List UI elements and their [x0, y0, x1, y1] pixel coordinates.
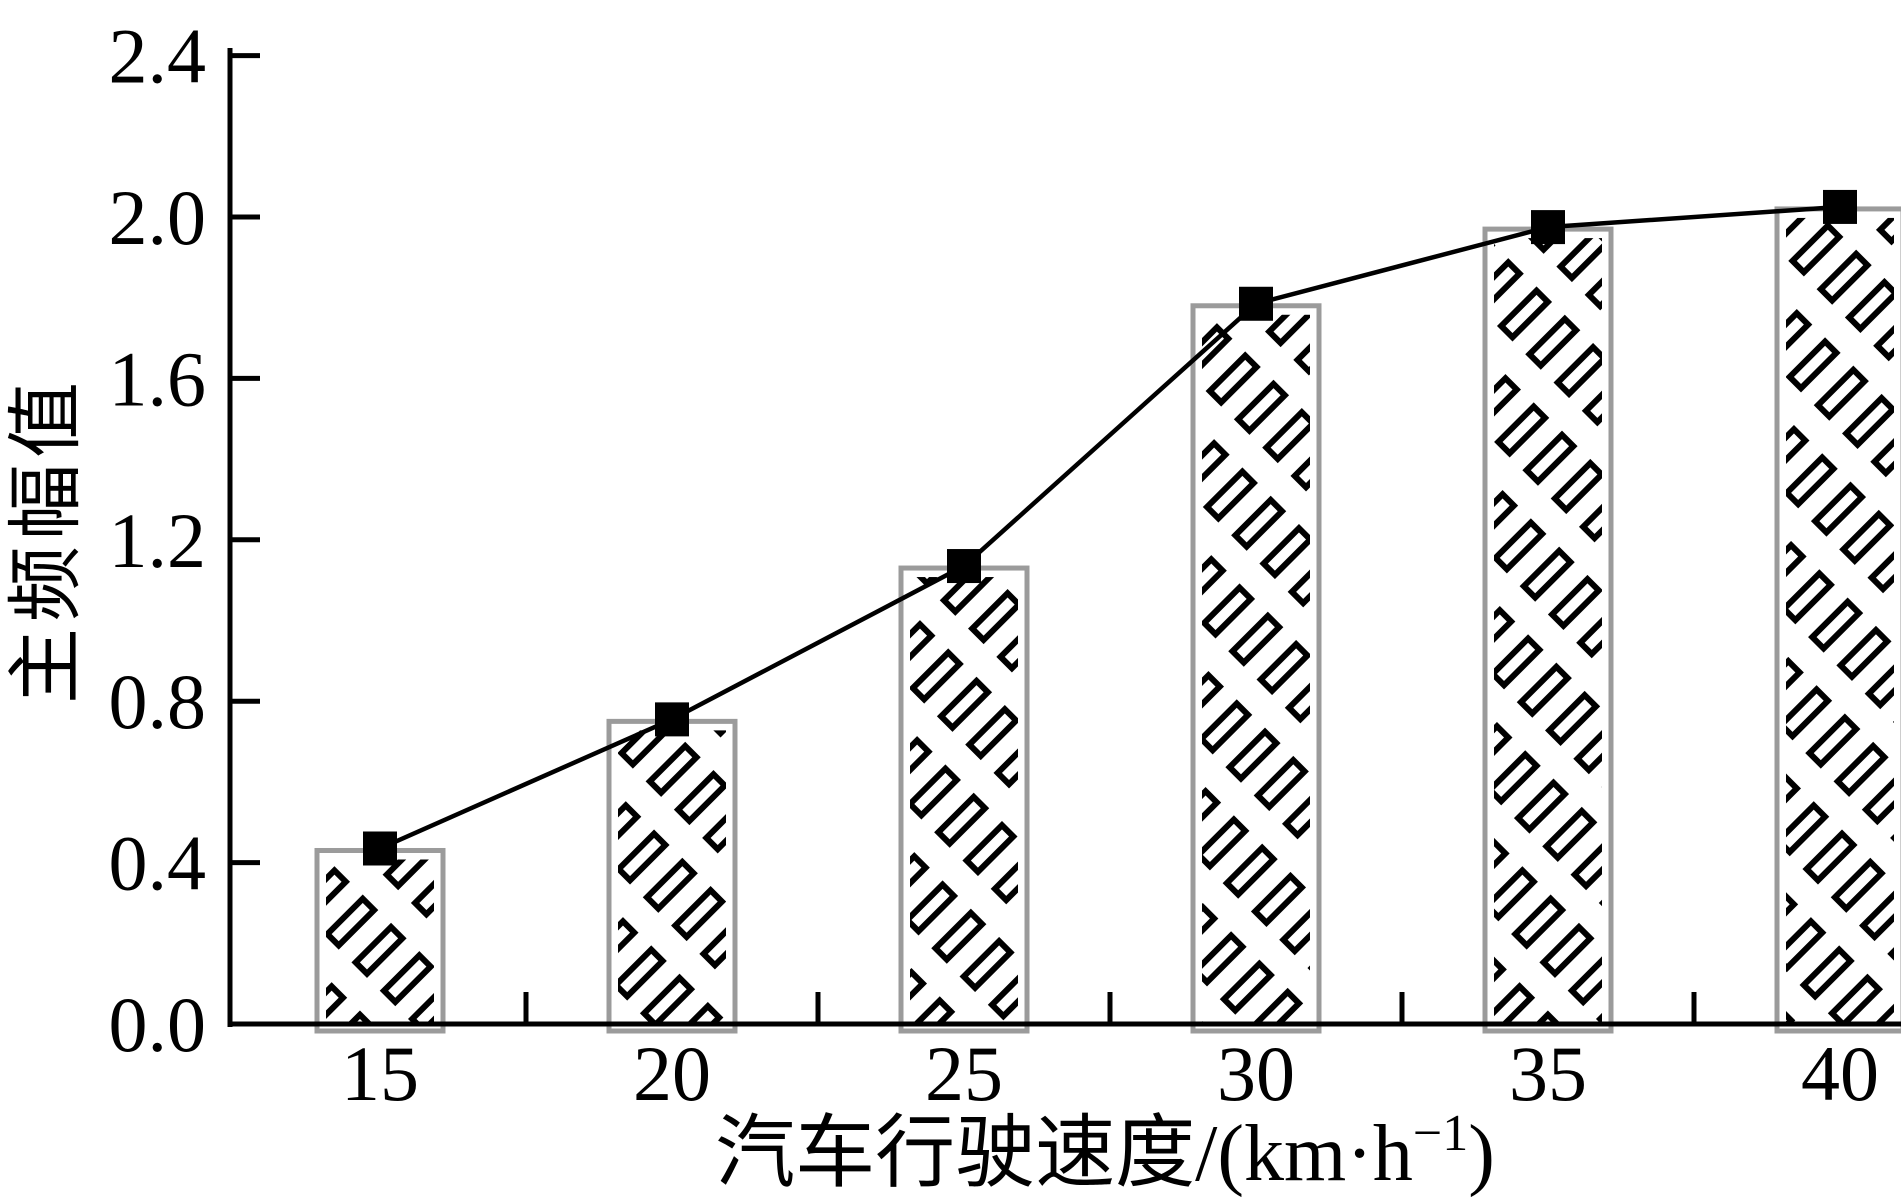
x-axis-title: 汽车行驶速度/(km·h−1) [715, 1105, 1495, 1198]
series-marker-square [655, 702, 689, 737]
axes-group [227, 48, 1901, 1027]
bar-hatch-fill [1786, 217, 1894, 1025]
series-marker-square [1239, 286, 1273, 321]
y-tick-label: 2.4 [109, 13, 207, 100]
y-axis-title: 主频幅值 [5, 376, 89, 704]
bars-group [314, 206, 1901, 1034]
series-marker-square [363, 831, 397, 866]
series-line [379, 204, 1841, 851]
y-tick-label: 1.6 [109, 335, 207, 422]
bar-hatch-fill [910, 577, 1018, 1025]
x-tick-label: 40 [1801, 1030, 1879, 1117]
series-marker-square [947, 549, 981, 584]
bar-hatch-fill [1494, 238, 1602, 1026]
series-marker-square [1531, 210, 1565, 245]
y-tick-label: 0.0 [109, 981, 207, 1068]
y-tick-label: 1.2 [109, 497, 207, 584]
x-tick-label: 35 [1509, 1030, 1587, 1117]
y-tick-label: 0.8 [109, 658, 207, 745]
y-tick-label: 0.4 [109, 820, 207, 907]
x-tick-label: 25 [925, 1030, 1003, 1117]
y-tick-label: 2.0 [109, 174, 207, 261]
series-marker-square [1823, 189, 1857, 224]
bar-hatch-fill [1202, 314, 1310, 1025]
labels-group: 0.0 0.4 0.8 1.2 1.6 2.0 2.4 15 20 25 30 35 40 主频幅值汽车行… [5, 13, 1879, 1198]
x-tick-label: 20 [633, 1030, 711, 1117]
line-series-group [363, 189, 1857, 866]
bar-hatch-fill [326, 859, 434, 1025]
x-tick-label: 30 [1217, 1030, 1295, 1117]
x-tick-label: 15 [341, 1030, 419, 1117]
bar-hatch-fill [618, 730, 726, 1025]
